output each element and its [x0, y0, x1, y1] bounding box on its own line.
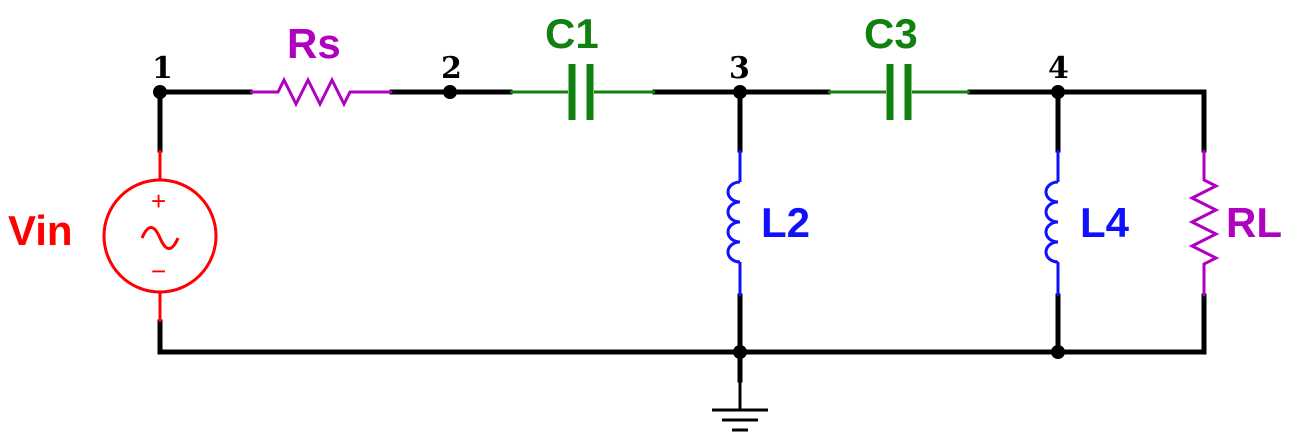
- junction-dots: [153, 85, 1065, 359]
- inductor-l2: [726, 150, 742, 296]
- node-label-3: 3: [729, 51, 750, 86]
- ground-icon: [712, 380, 768, 432]
- l2-label: L2: [761, 199, 810, 246]
- resistor-rs: [250, 76, 392, 108]
- ground-junction-dot-3: [733, 345, 747, 359]
- c3-label: C3: [864, 10, 918, 57]
- sine-wave-icon: [140, 226, 180, 250]
- capacitor-c1: [510, 64, 655, 120]
- vin-label: Vin: [8, 207, 73, 254]
- rs-zigzag-icon: [250, 76, 392, 108]
- node-label-1: 1: [152, 51, 173, 86]
- node-label-4: 4: [1048, 51, 1069, 86]
- l2-coil-icon: [726, 180, 741, 264]
- node-3-dot: [733, 85, 747, 99]
- inductor-l4: [1044, 150, 1060, 296]
- wires: [157, 89, 1207, 383]
- vin-minus-sign: −: [151, 256, 166, 286]
- node-label-2: 2: [441, 51, 462, 86]
- node-labels: 1 2 3 4: [152, 51, 1069, 86]
- c1-label: C1: [545, 10, 599, 57]
- vin-plus-sign: +: [151, 186, 166, 216]
- node-1-dot: [153, 85, 167, 99]
- capacitor-c3: [828, 64, 970, 120]
- voltage-source-vin: [102, 150, 218, 322]
- rl-zigzag-icon: [1188, 150, 1220, 296]
- l4-coil-icon: [1044, 180, 1059, 264]
- rs-label: Rs: [287, 20, 341, 67]
- rl-label: RL: [1226, 199, 1282, 246]
- ground-junction-dot-4: [1051, 345, 1065, 359]
- l4-label: L4: [1080, 199, 1130, 246]
- node-4-dot: [1051, 85, 1065, 99]
- node-2-dot: [443, 85, 457, 99]
- resistor-rl: [1188, 150, 1220, 296]
